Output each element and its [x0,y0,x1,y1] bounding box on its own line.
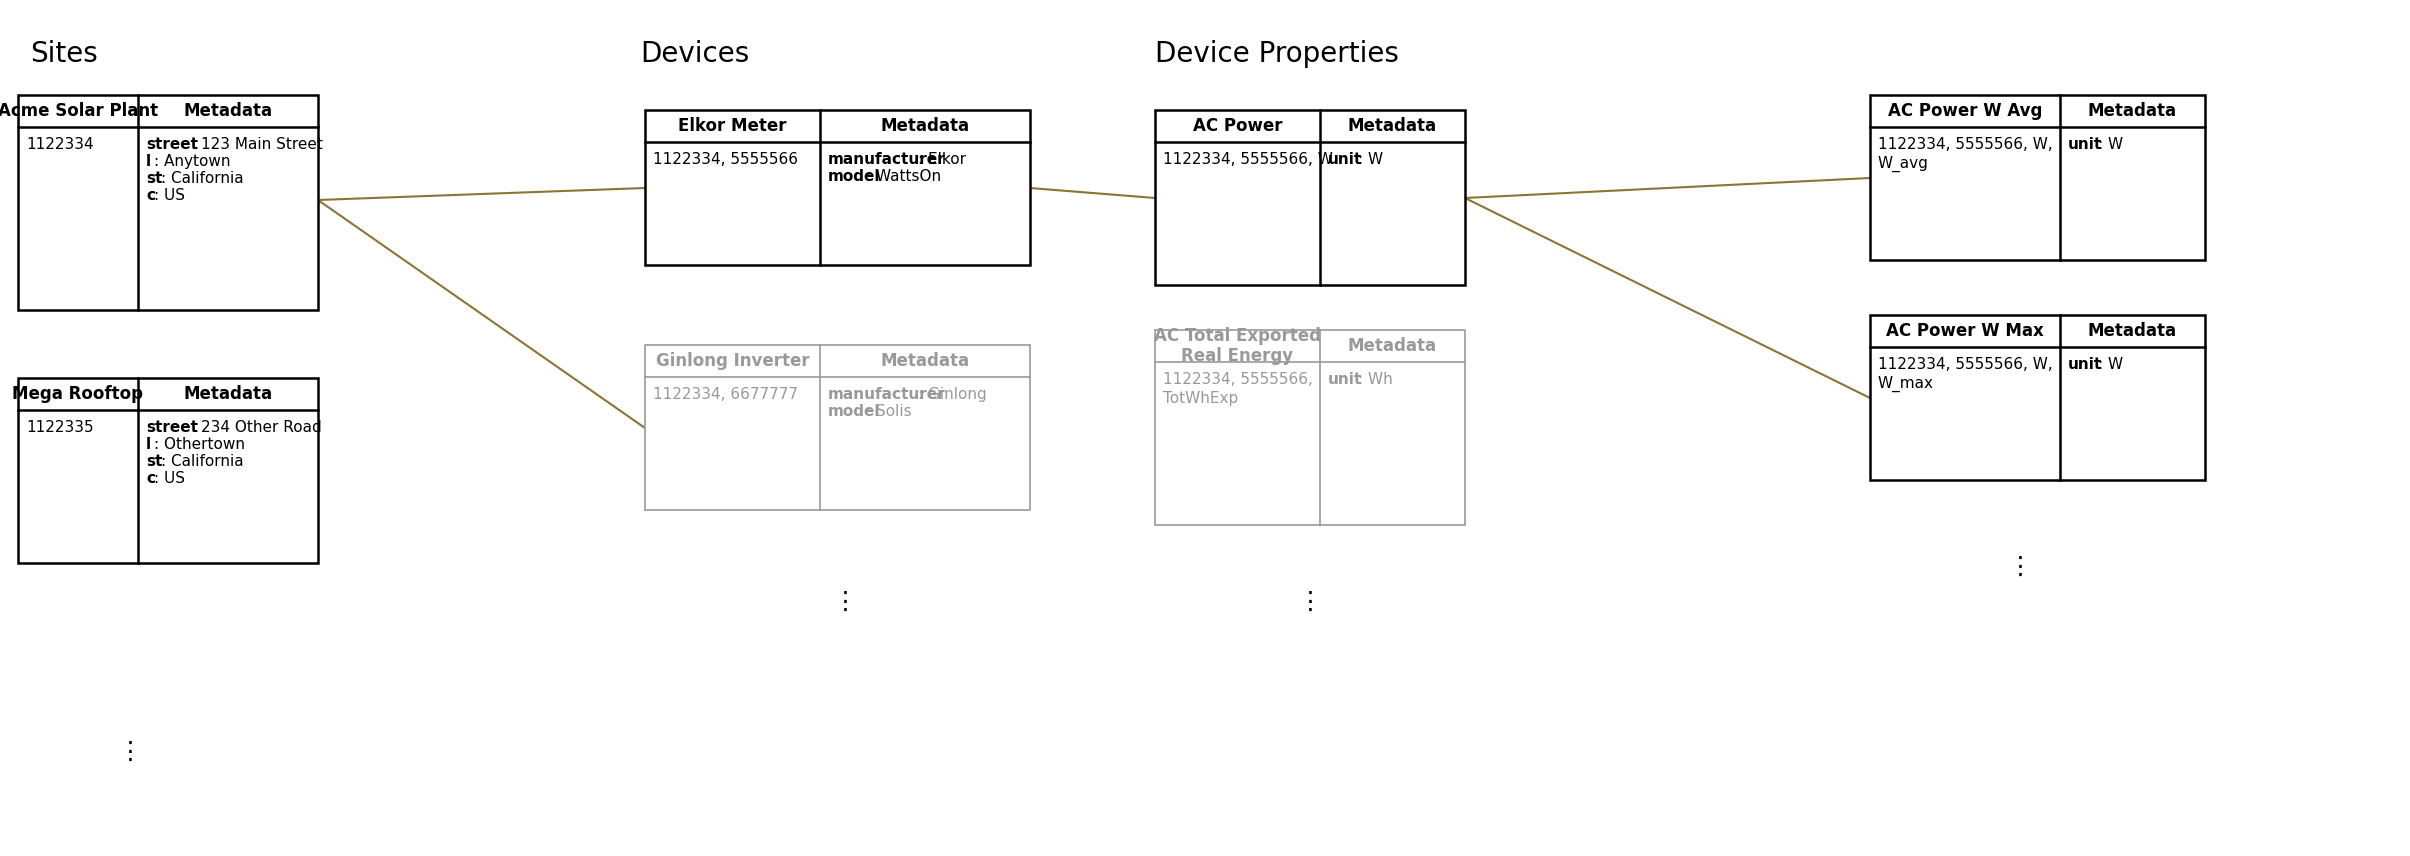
Text: : W: : W [2099,357,2123,372]
Text: : 234 Other Road: : 234 Other Road [190,420,323,435]
Text: l: l [147,437,152,452]
Text: : Ginlong: : Ginlong [918,387,986,402]
Text: : WattsOn: : WattsOn [865,169,940,184]
Text: street: street [147,137,198,152]
Text: unit: unit [2068,357,2102,372]
Bar [646,110,1029,265]
Text: Ginlong Inverter: Ginlong Inverter [656,352,810,370]
Text: AC Power: AC Power [1193,117,1282,135]
Bar [1154,330,1465,525]
Text: : W: : W [2099,137,2123,152]
Text: Devices: Devices [641,40,750,68]
Bar [17,95,318,310]
Text: 1122335: 1122335 [27,420,94,435]
Text: model: model [829,404,880,419]
Text: 1122334, 6677777: 1122334, 6677777 [653,387,798,402]
Text: : Solis: : Solis [865,404,911,419]
Bar [17,378,318,563]
Text: Metadata: Metadata [880,117,969,135]
Text: AC Total Exported
Real Energy: AC Total Exported Real Energy [1154,327,1321,366]
Bar [1870,315,2205,480]
Text: Sites: Sites [29,40,99,68]
Text: Metadata: Metadata [2087,322,2176,340]
Text: : California: : California [161,454,243,469]
Text: Metadata: Metadata [880,352,969,370]
Text: c: c [147,188,154,203]
Text: : Elkor: : Elkor [918,152,966,167]
Bar [1154,110,1465,285]
Text: Elkor Meter: Elkor Meter [677,117,786,135]
Text: 1122334, 5555566, W: 1122334, 5555566, W [1164,152,1333,167]
Text: 1122334, 5555566: 1122334, 5555566 [653,152,798,167]
Text: unit: unit [1328,372,1362,387]
Text: c: c [147,471,154,486]
Text: manufacturer: manufacturer [829,387,945,402]
Text: : US: : US [154,188,186,203]
Text: st: st [147,454,161,469]
Text: unit: unit [1328,152,1362,167]
Text: 1122334: 1122334 [27,137,94,152]
Text: Mega Rooftop: Mega Rooftop [12,385,145,403]
Text: : Othertown: : Othertown [154,437,243,452]
Text: ⋮: ⋮ [2008,555,2032,579]
Text: Device Properties: Device Properties [1154,40,1398,68]
Text: AC Power W Max: AC Power W Max [1887,322,2044,340]
Text: 1122334, 5555566, W,
W_avg: 1122334, 5555566, W, W_avg [1877,137,2053,172]
Text: model: model [829,169,880,184]
Text: : Anytown: : Anytown [154,154,229,169]
Text: ⋮: ⋮ [831,590,858,614]
Text: 1122334, 5555566,
TotWhExp: 1122334, 5555566, TotWhExp [1164,372,1313,407]
Text: Metadata: Metadata [183,385,272,403]
Text: Metadata: Metadata [2087,102,2176,120]
Bar [1870,95,2205,260]
Text: Metadata: Metadata [1347,337,1436,355]
Text: l: l [147,154,152,169]
Text: : 123 Main Street: : 123 Main Street [190,137,323,152]
Text: st: st [147,171,161,186]
Text: manufacturer: manufacturer [829,152,945,167]
Text: AC Power W Avg: AC Power W Avg [1887,102,2041,120]
Text: street: street [147,420,198,435]
Text: ⋮: ⋮ [118,740,142,764]
Text: ⋮: ⋮ [1297,590,1323,614]
Text: Acme Solar Plant: Acme Solar Plant [0,102,159,120]
Text: 1122334, 5555566, W,
W_max: 1122334, 5555566, W, W_max [1877,357,2053,392]
Text: : W: : W [1357,152,1383,167]
Bar [646,345,1029,510]
Text: Metadata: Metadata [1347,117,1436,135]
Text: Metadata: Metadata [183,102,272,120]
Text: : US: : US [154,471,186,486]
Text: : California: : California [161,171,243,186]
Text: : Wh: : Wh [1357,372,1393,387]
Text: unit: unit [2068,137,2102,152]
